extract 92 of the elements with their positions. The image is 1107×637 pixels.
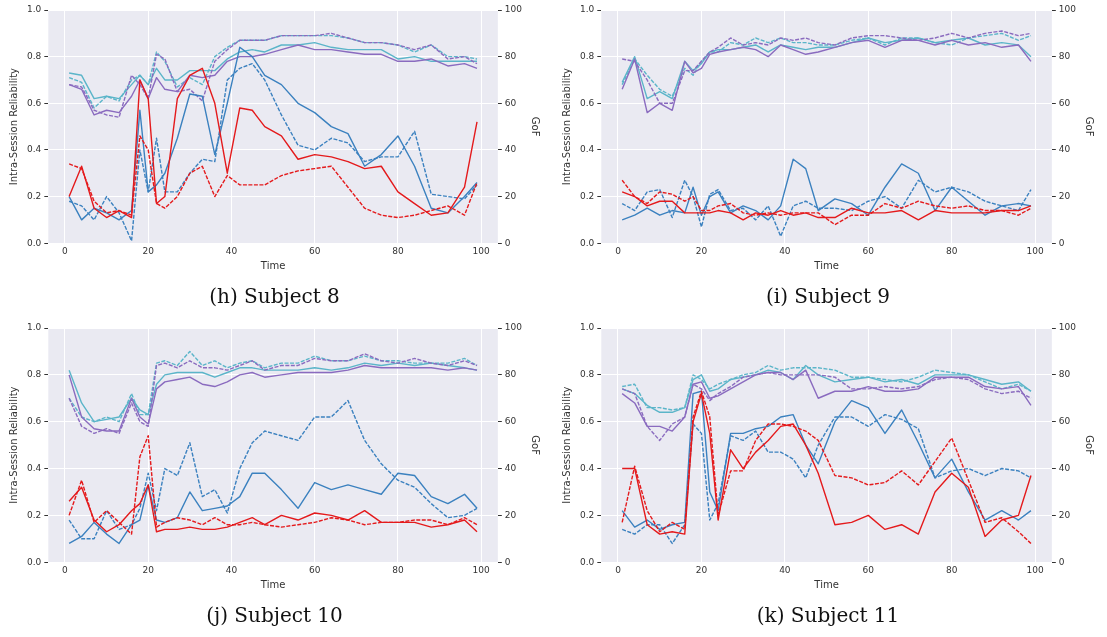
y-tick-label: 0.0 xyxy=(26,556,42,567)
y2-tick-label: 100 xyxy=(504,322,523,333)
y-tick-label: 0.2 xyxy=(579,190,595,201)
y2-tick-label: 60 xyxy=(504,97,517,108)
y-tick-label: 0.6 xyxy=(579,97,595,108)
y-tick-label: 0.4 xyxy=(579,144,595,155)
y2-tick-label: 80 xyxy=(1058,50,1071,61)
x-tick-label: 80 xyxy=(392,564,404,575)
y2-tick-label: 0 xyxy=(1058,556,1065,567)
line-series xyxy=(68,353,478,435)
x-tick-label: 20 xyxy=(142,245,155,256)
x-tick-label: 40 xyxy=(225,564,238,575)
line-series xyxy=(621,371,1032,442)
y2-tick-label: 40 xyxy=(504,144,517,155)
x-tick-label: 0 xyxy=(615,245,622,256)
text: (h) Subject 8 xyxy=(209,284,340,309)
x-tick-label: 80 xyxy=(945,245,958,256)
y-tick-label: 0.6 xyxy=(26,97,42,108)
line-series xyxy=(68,350,478,423)
x-tick-label: 0 xyxy=(62,564,69,575)
x-tick-label: 0 xyxy=(62,245,69,256)
y-tick-label: 1.0 xyxy=(26,4,42,15)
y-tick-label: 0.0 xyxy=(579,237,595,248)
y-tick-label: 0.8 xyxy=(579,50,595,61)
x-tick-label: 100 xyxy=(1026,245,1044,256)
text: (j) Subject 10 xyxy=(206,603,343,628)
x-axis-title: Time xyxy=(813,578,839,590)
y2-tick-label: 100 xyxy=(504,4,523,15)
y-tick-label: 0.4 xyxy=(579,462,595,473)
y2-axis-title: GoF xyxy=(530,435,542,456)
x-tick-label: 100 xyxy=(1026,564,1044,575)
y2-tick-label: 80 xyxy=(504,369,517,380)
y-tick-label: 1.0 xyxy=(579,4,595,15)
x-tick-label: 40 xyxy=(225,245,238,256)
x-tick-label: 100 xyxy=(472,564,491,575)
y-tick-label: 0.8 xyxy=(579,369,595,380)
y-tick-label: 0.6 xyxy=(26,416,42,427)
x-tick-label: 60 xyxy=(308,245,321,256)
y-tick-label: 0.0 xyxy=(26,237,42,248)
y2-axis-title: GoF xyxy=(530,116,542,137)
y2-tick-label: 40 xyxy=(1058,144,1071,155)
y-tick-label: 0.2 xyxy=(579,509,595,520)
x-tick-label: 60 xyxy=(308,564,321,575)
y2-tick-label: 20 xyxy=(1058,190,1071,201)
x-axis-title: Time xyxy=(813,259,839,271)
y-tick-label: 0.4 xyxy=(26,462,42,473)
y-tick-label: 0.4 xyxy=(26,144,42,155)
y-tick-label: 0.2 xyxy=(26,190,42,201)
text: (k) Subject 11 xyxy=(756,603,900,628)
x-tick-label: 20 xyxy=(142,564,155,575)
y2-tick-label: 60 xyxy=(1058,97,1071,108)
y2-tick-label: 20 xyxy=(504,190,517,201)
y2-tick-label: 60 xyxy=(1058,416,1071,427)
x-tick-label: 60 xyxy=(862,564,875,575)
x-tick-label: 80 xyxy=(392,245,404,256)
y2-tick-label: 60 xyxy=(504,416,517,427)
y2-tick-label: 100 xyxy=(1058,4,1077,15)
x-tick-label: 20 xyxy=(695,564,708,575)
y-axis-title: Intra-Session Reliability xyxy=(560,386,572,504)
y2-tick-label: 0 xyxy=(1058,237,1065,248)
x-tick-label: 0 xyxy=(615,564,622,575)
x-tick-label: 80 xyxy=(945,564,958,575)
y-axis-title: Intra-Session Reliability xyxy=(7,386,19,504)
x-tick-label: 20 xyxy=(695,245,708,256)
y-tick-label: 0.2 xyxy=(26,509,42,520)
y-axis-title: Intra-Session Reliability xyxy=(7,67,19,186)
y-tick-label: 0.8 xyxy=(26,369,42,380)
line-series xyxy=(68,435,478,535)
x-tick-label: 100 xyxy=(472,245,491,256)
y2-tick-label: 0 xyxy=(504,556,511,567)
x-axis-title: Time xyxy=(259,259,286,271)
y-tick-label: 1.0 xyxy=(26,322,42,333)
y2-tick-label: 0 xyxy=(504,237,511,248)
x-tick-label: 40 xyxy=(779,564,791,575)
y2-tick-label: 80 xyxy=(1058,369,1071,380)
y-tick-label: 0.8 xyxy=(26,50,42,61)
y2-tick-label: 100 xyxy=(1058,322,1077,333)
y-axis-title: Intra-Session Reliability xyxy=(560,67,572,186)
x-axis-title: Time xyxy=(259,578,286,590)
y2-tick-label: 80 xyxy=(504,50,517,61)
y2-tick-label: 20 xyxy=(1058,509,1071,520)
y-tick-label: 0.0 xyxy=(579,556,595,567)
y-tick-label: 0.6 xyxy=(579,416,595,427)
x-tick-label: 40 xyxy=(779,245,791,256)
y2-tick-label: 20 xyxy=(504,509,517,520)
y2-tick-label: 40 xyxy=(1058,462,1071,473)
text: (i) Subject 9 xyxy=(765,284,891,309)
y2-axis-title: GoF xyxy=(1084,116,1096,137)
y2-tick-label: 40 xyxy=(504,462,517,473)
x-tick-label: 60 xyxy=(862,245,875,256)
y2-axis-title: GoF xyxy=(1084,435,1096,456)
y-tick-label: 1.0 xyxy=(579,322,595,333)
